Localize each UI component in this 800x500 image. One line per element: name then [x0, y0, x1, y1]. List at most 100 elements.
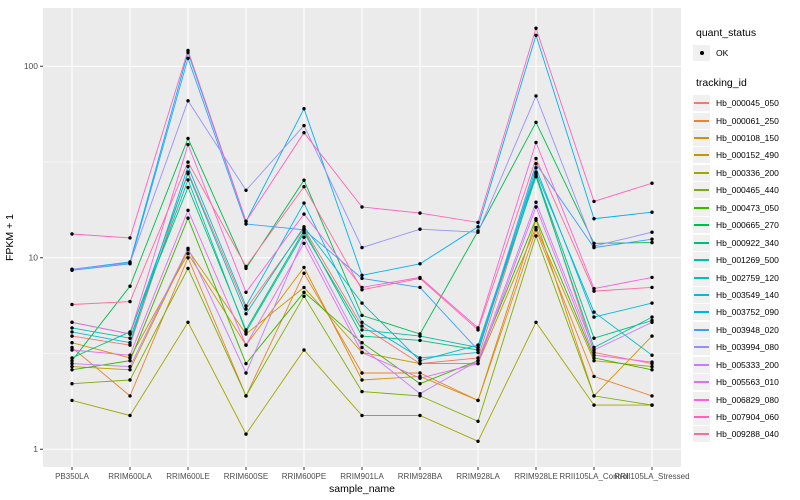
legend-key-box [693, 304, 710, 321]
data-point [360, 288, 364, 292]
legend-item-Hb_000152_490: Hb_000152_490 [693, 147, 799, 164]
legend-item-label: OK [716, 47, 729, 58]
legend-item-label: Hb_000465_440 [716, 185, 779, 196]
data-point [650, 210, 654, 214]
data-point [186, 171, 190, 176]
data-point [418, 338, 422, 343]
data-point [592, 286, 596, 291]
data-point [302, 265, 306, 270]
data-point [70, 334, 74, 338]
data-point [302, 294, 306, 298]
data-point [592, 289, 596, 293]
legend-key-box [693, 286, 710, 303]
legend-item-label: Hb_003752_090 [716, 307, 779, 318]
legend-key-box [693, 164, 710, 181]
data-point [244, 188, 248, 192]
data-point [476, 361, 480, 366]
data-point [476, 356, 480, 360]
series-color-line-icon [694, 171, 709, 174]
legend-item-label: Hb_005563_010 [716, 377, 779, 388]
data-point [534, 140, 538, 145]
legend-item-Hb_003549_140: Hb_003549_140 [693, 286, 799, 303]
data-point [244, 394, 248, 398]
data-point [128, 336, 132, 340]
data-point [186, 48, 190, 53]
data-point [302, 185, 306, 189]
data-point [186, 136, 190, 141]
legend-item-Hb_000061_250: Hb_000061_250 [693, 112, 799, 129]
legend-title-quant-status: quant_status [696, 27, 757, 39]
legend-item-Hb_000108_150: Hb_000108_150 [693, 129, 799, 147]
legend-key-box [693, 112, 710, 129]
x-tick-label: RRIM928BA [398, 472, 443, 481]
data-point [534, 166, 538, 170]
legend-item-Hb_002759_120: Hb_002759_120 [693, 269, 799, 286]
legend-key-box [693, 374, 710, 391]
legend-item-Hb_005333_200: Hb_005333_200 [693, 356, 799, 373]
x-tick-label: RRIM600LE [166, 472, 210, 481]
legend-key-box [693, 234, 710, 251]
series-color-line-icon [694, 259, 709, 262]
data-point [186, 185, 190, 190]
data-point [360, 413, 364, 418]
legend-item-label: Hb_000665_270 [716, 220, 779, 231]
legend-key-box [693, 321, 710, 338]
data-point [70, 302, 74, 307]
data-point [128, 341, 132, 345]
data-point [244, 222, 248, 226]
legend-key-box [693, 339, 710, 356]
data-point [128, 332, 132, 336]
data-point [418, 211, 422, 215]
data-point [418, 285, 422, 290]
series-color-line-icon [694, 328, 709, 331]
data-point [650, 275, 654, 280]
legend-key-box [693, 391, 710, 408]
data-point [244, 330, 248, 334]
data-point [302, 131, 306, 135]
legend-item-Hb_007904_060: Hb_007904_060 [693, 408, 799, 426]
x-tick-label: RRIM928LA [456, 472, 500, 481]
legend-item-quant-status-ok: OK [693, 44, 799, 61]
series-color-line-icon [694, 346, 709, 349]
series-color-line-icon [694, 119, 709, 122]
data-point [650, 285, 654, 290]
data-point [476, 350, 480, 355]
data-point [302, 271, 306, 275]
x-tick-label: RRII105LA_Control [559, 472, 629, 481]
data-point [360, 334, 364, 338]
data-point [418, 356, 422, 360]
data-point [360, 285, 364, 290]
data-point [186, 320, 190, 324]
legend-item-label: Hb_007904_060 [716, 412, 779, 423]
series-color-line-icon [694, 224, 709, 227]
legend-key-box [693, 95, 710, 112]
legend-title-tracking-id: tracking_id [696, 77, 747, 90]
data-point [418, 262, 422, 266]
data-point [650, 403, 654, 407]
data-point [418, 276, 422, 281]
legend-key-box [693, 356, 710, 373]
data-point [244, 312, 248, 316]
legend-item-Hb_006829_080: Hb_006829_080 [693, 391, 799, 408]
data-point [650, 353, 654, 357]
legend-item-Hb_000336_200: Hb_000336_200 [693, 164, 799, 181]
legend-key-box [693, 182, 710, 199]
x-tick-label: RRII105LA_Stressed [614, 472, 689, 481]
data-point [534, 156, 538, 161]
data-point [70, 364, 74, 369]
data-point [360, 324, 364, 328]
data-point [592, 394, 596, 398]
data-point [244, 290, 248, 294]
legend-item-label: Hb_000045_050 [716, 98, 779, 109]
legend-item-Hb_003752_090: Hb_003752_090 [693, 304, 799, 321]
data-point [534, 320, 538, 324]
data-point [650, 181, 654, 185]
legend-key-box [693, 426, 710, 443]
series-color-line-icon [694, 381, 709, 384]
data-point [650, 301, 654, 305]
data-point [128, 261, 132, 265]
data-point [418, 334, 422, 338]
data-point [244, 432, 248, 436]
legend-item-label: Hb_000336_200 [716, 167, 779, 178]
